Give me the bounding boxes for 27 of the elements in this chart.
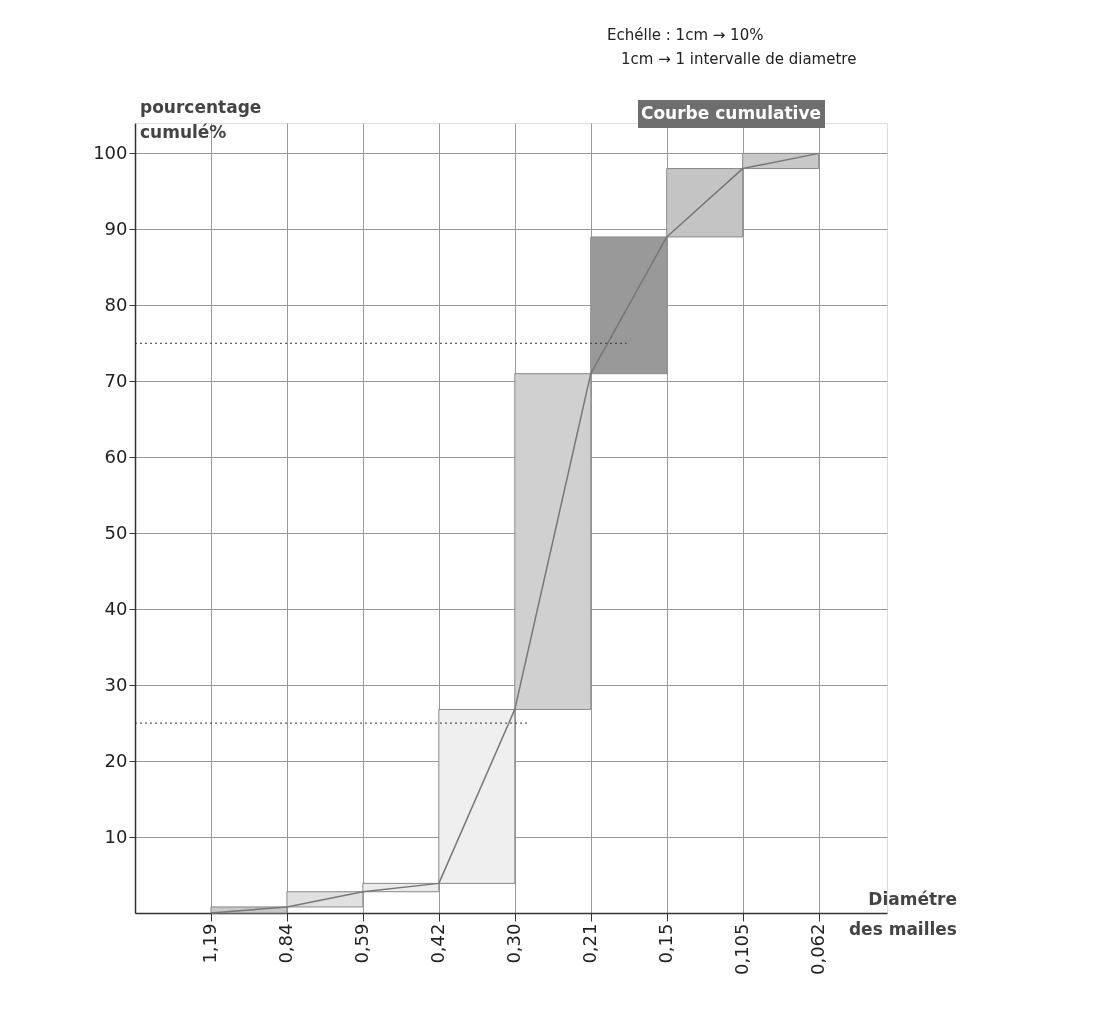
y-tick-label: 20: [104, 749, 128, 771]
y-tick-label: 100: [93, 141, 128, 163]
y-tick-label: 70: [104, 369, 128, 391]
x-tick-label: 0,59: [351, 923, 373, 964]
x-tick-label: 0,30: [503, 923, 525, 964]
bar: [514, 373, 592, 710]
y-tick-label: 40: [104, 597, 128, 619]
text: Echélle : 1cm → 10%: [607, 26, 764, 44]
x-tick-label: 0,105: [731, 923, 753, 976]
y-tick-label: 90: [104, 217, 128, 239]
x-axis-title: Diamétre des mailles: [848, 889, 957, 939]
y-tick-label: 60: [104, 445, 128, 467]
x-tick-label: 0,21: [579, 923, 601, 964]
bar: [438, 708, 516, 884]
chart-title: Courbe cumulative: [640, 103, 822, 123]
x-tick-label: 0,062: [807, 923, 829, 976]
y-tick-label: 10: [104, 825, 128, 847]
y-tick-label: 50: [104, 521, 128, 543]
line-series: [210, 152, 820, 914]
x-tick-label: 0,15: [655, 923, 677, 964]
x-tick-label: 0,42: [427, 923, 449, 964]
text: 1cm → 1 intervalle de diametre: [621, 50, 857, 68]
y-tick-label: 80: [104, 293, 128, 315]
y-tick-label: 30: [104, 673, 128, 695]
y-axis-title: pourcentage cumulé%: [140, 97, 262, 142]
x-tick-label: 0,84: [275, 923, 297, 964]
x-tick-label: 1,19: [199, 923, 221, 964]
